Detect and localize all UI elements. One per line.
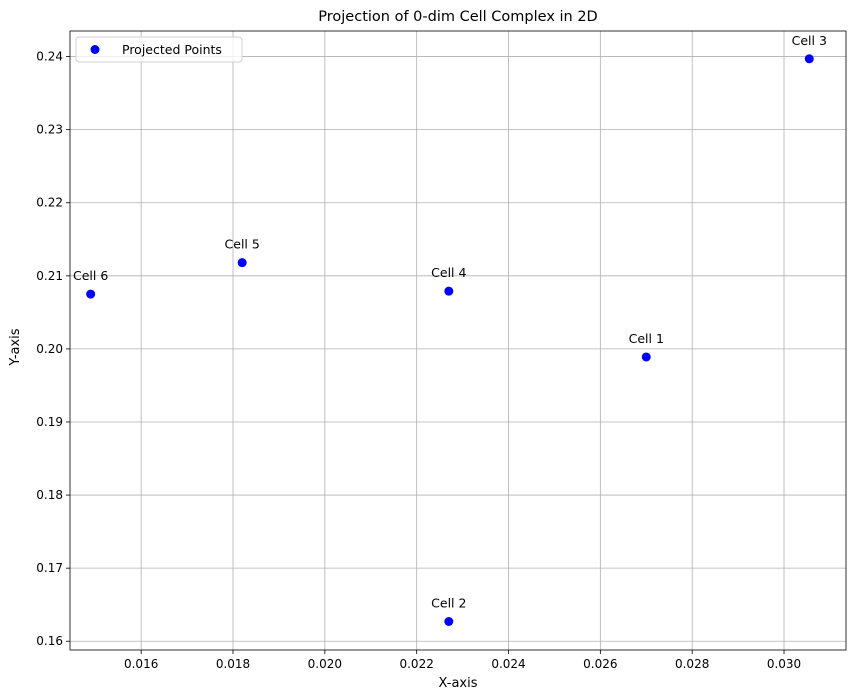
x-tick-label: 0.016 [124,657,158,671]
data-point [237,258,247,268]
y-tick-label: 0.20 [36,342,63,356]
y-tick-label: 0.18 [36,488,63,502]
data-point-label: Cell 5 [225,237,260,252]
x-tick-label: 0.024 [491,657,525,671]
data-point-label: Cell 1 [629,331,664,346]
plot-frame [69,30,847,651]
y-tick-label: 0.17 [36,561,63,575]
x-tick-label: 0.022 [399,657,433,671]
y-axis-label: Y-axis [8,328,23,366]
y-tick-label: 0.19 [36,415,63,429]
data-points [86,54,814,626]
x-axis-label: X-axis [439,676,478,691]
data-point-label: Cell 3 [792,33,827,48]
y-tick-label: 0.22 [36,196,63,210]
data-point [641,352,651,362]
data-point-label: Cell 6 [73,268,108,283]
data-point-label: Cell 4 [431,265,466,280]
data-point-label: Cell 2 [431,595,466,610]
point-labels: Cell 1 Cell 2 Cell 3 Cell 4 Cell 5 Cell 6 [73,33,827,611]
x-tick-label: 0.018 [216,657,250,671]
y-tick-label: 0.21 [36,269,63,283]
axes: 0.016 0.018 0.020 0.022 0.024 0.026 0.028 0.030… [36,30,847,671]
chart-title: Projection of 0-dim Cell Complex in 2D [318,9,597,25]
data-point [444,616,454,626]
data-point [804,54,814,64]
data-point [86,289,96,299]
y-tick-label: 0.23 [36,123,63,137]
x-tick-label: 0.020 [308,657,342,671]
legend: Projected Points [75,36,243,63]
legend-marker [90,45,100,54]
x-tick-label: 0.028 [675,657,709,671]
data-point [444,286,454,296]
grid-lines [70,31,846,650]
legend-entry: Projected Points [122,42,222,57]
legend-box [75,36,243,63]
y-tick-label: 0.24 [36,50,63,64]
x-tick-label: 0.026 [583,657,617,671]
y-tick-label: 0.16 [36,634,63,648]
x-tick-label: 0.030 [767,657,801,671]
